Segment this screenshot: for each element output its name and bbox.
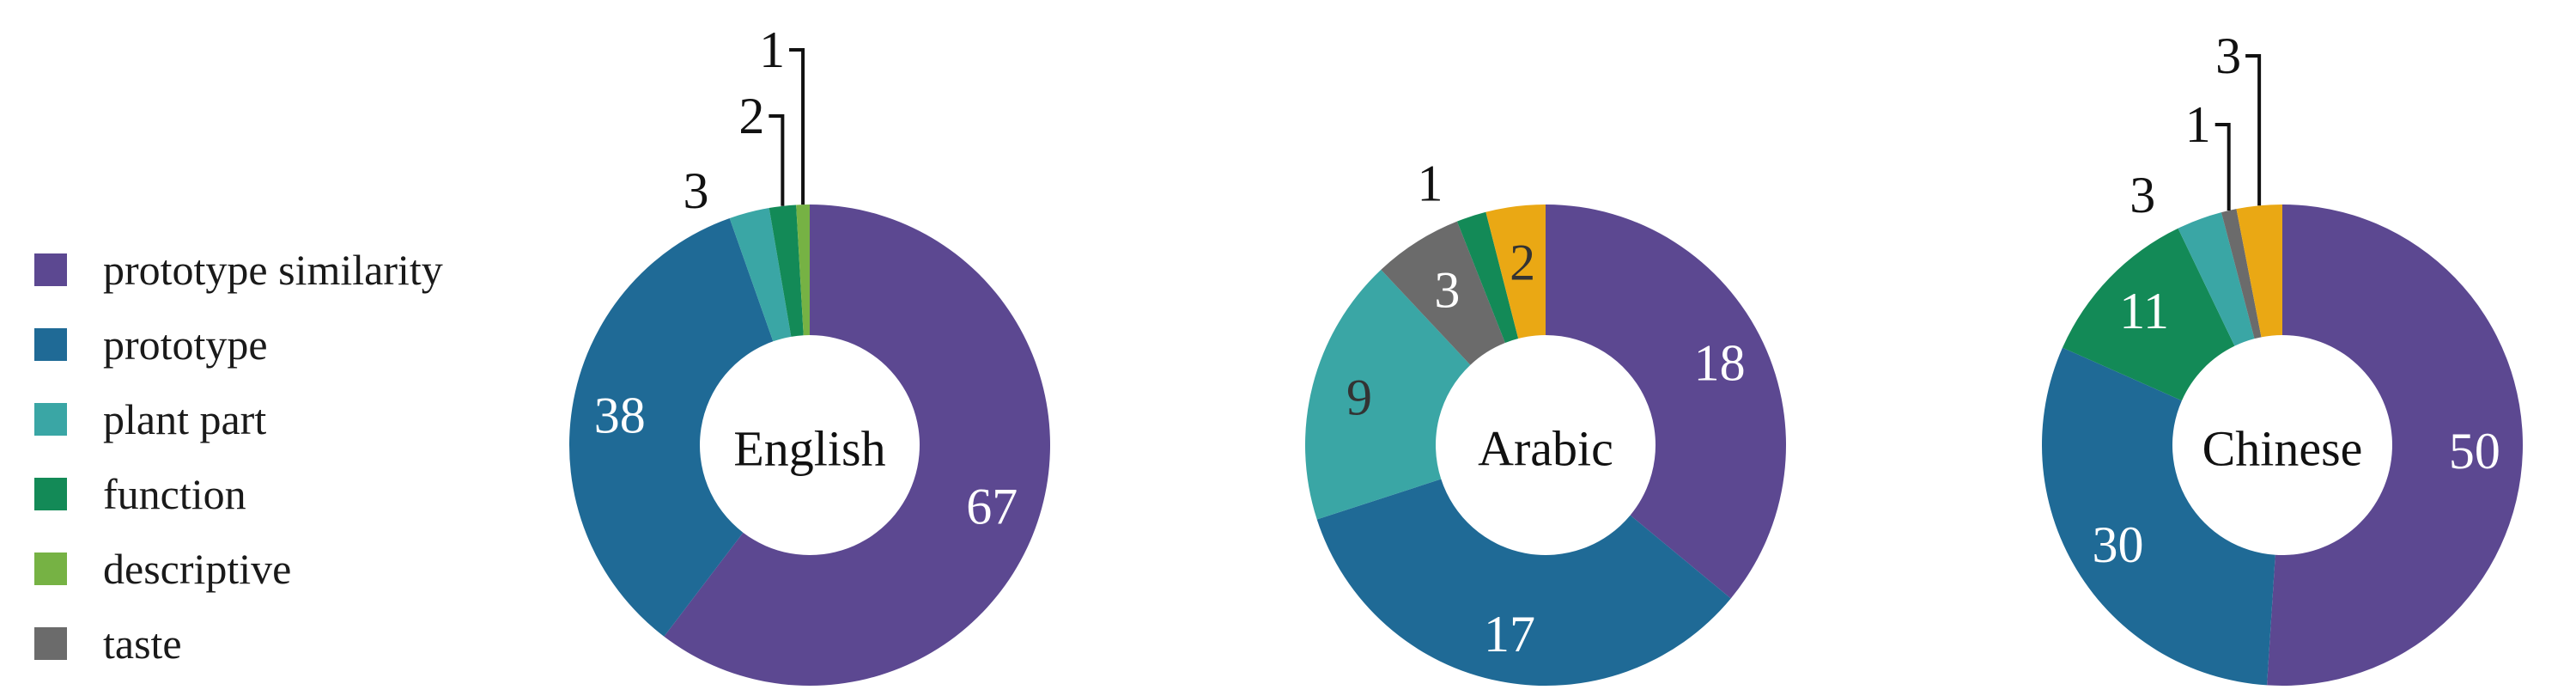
legend-item-plant-part: plant part <box>34 382 443 456</box>
slice-prototype <box>1316 479 1731 686</box>
donut-chart-english: 67 38 32 1 English <box>569 21 1050 686</box>
slice-descriptive <box>796 205 810 336</box>
data-label: 67 <box>966 479 1018 535</box>
callout-leader-line <box>769 114 785 206</box>
data-label: 1 <box>2185 96 2211 153</box>
slice-prototype-similarity <box>2267 205 2524 686</box>
legend: prototype similarity prototype plant par… <box>34 232 443 681</box>
legend-label: prototype <box>103 320 268 369</box>
slice-other <box>1485 205 1546 339</box>
legend-item-descriptive: descriptive <box>34 531 443 606</box>
center-label: English <box>733 421 885 477</box>
legend-label: descriptive <box>103 544 292 593</box>
legend-swatch <box>34 253 67 286</box>
data-label: 11 <box>2119 283 2169 339</box>
data-label: 18 <box>1694 335 1746 392</box>
callout-leader-line <box>2215 123 2231 211</box>
slice-prototype <box>2042 347 2275 686</box>
slice-prototype-similarity <box>664 205 1050 686</box>
data-label: 1 <box>759 21 785 78</box>
center-label: Chinese <box>2202 421 2363 477</box>
legend-item-taste: taste <box>34 606 443 681</box>
data-label: 3 <box>683 162 708 219</box>
legend-label: function <box>103 469 246 518</box>
legend-swatch <box>34 327 67 361</box>
legend-swatch <box>34 402 67 436</box>
legend-label: prototype similarity <box>103 245 443 294</box>
slice-prototype <box>569 217 774 637</box>
data-label: 2 <box>738 88 764 144</box>
data-label: 30 <box>2092 516 2143 573</box>
slice-plant-part <box>1305 269 1471 520</box>
legend-swatch <box>34 626 67 660</box>
legend-swatch <box>34 477 67 510</box>
legend-item-prototype: prototype <box>34 307 443 382</box>
data-label: 38 <box>594 387 646 443</box>
slice-taste <box>2221 209 2262 339</box>
data-label: 17 <box>1484 606 1535 662</box>
slice-prototype-similarity <box>1546 205 1786 599</box>
callout-leader-line <box>789 48 805 205</box>
legend-swatch <box>34 552 67 585</box>
slice-plant-part <box>729 208 792 342</box>
data-label: 3 <box>2129 167 2155 223</box>
data-label: 9 <box>1346 369 1372 425</box>
slice-plant-part <box>2178 212 2255 346</box>
slice-function <box>1456 211 1519 343</box>
callout-leader-line <box>2245 54 2262 206</box>
legend-label: plant part <box>103 394 267 443</box>
slice-other <box>2236 205 2282 338</box>
slice-function <box>2062 228 2235 401</box>
data-label: 3 <box>2215 27 2241 84</box>
legend-label: taste <box>103 619 182 668</box>
data-label: 2 <box>1510 235 1535 291</box>
slice-function <box>769 205 804 337</box>
legend-item-prototype-similarity: prototype similarity <box>34 232 443 307</box>
data-label: 50 <box>2449 423 2500 479</box>
donut-chart-chinese: 50 30 11 313 Chinese <box>2042 27 2524 686</box>
slice-taste <box>1381 221 1505 365</box>
legend-item-function: function <box>34 456 443 531</box>
center-label: Arabic <box>1478 421 1613 477</box>
data-label: 1 <box>1417 156 1443 212</box>
data-label: 3 <box>1434 261 1460 318</box>
donut-chart-arabic: 18 17 9 3 1 2 Arabic <box>1305 156 1786 686</box>
